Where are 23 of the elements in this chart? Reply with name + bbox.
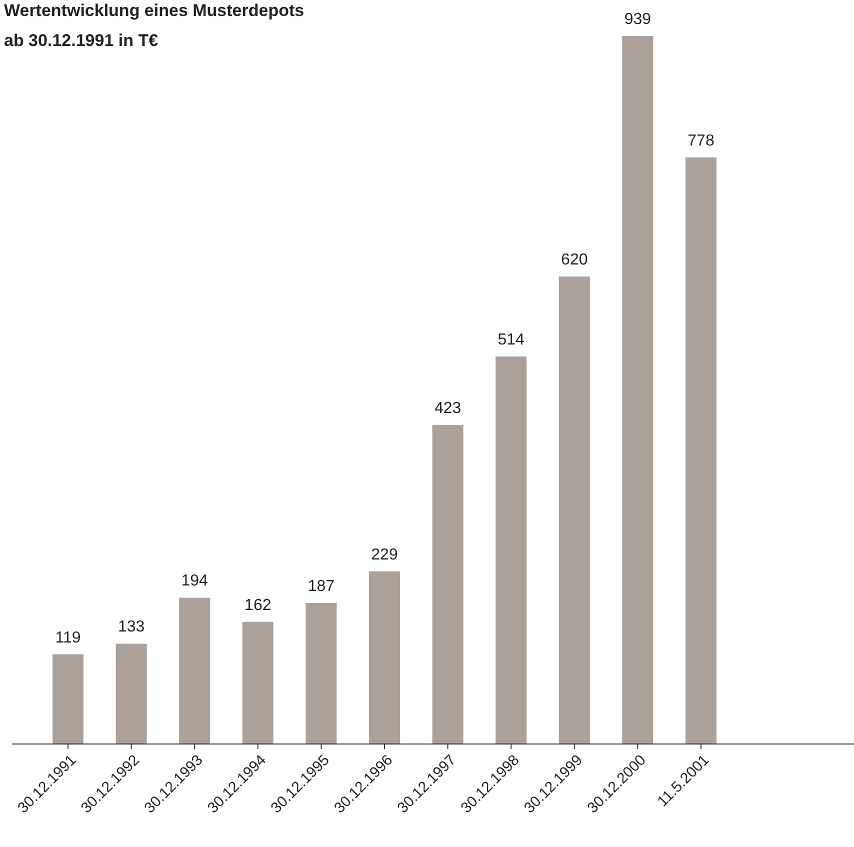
bar [179,598,210,744]
bar [622,36,654,744]
bar [306,603,337,744]
bar [369,571,400,744]
bar [496,356,527,744]
data-label: 119 [55,629,81,646]
data-label: 778 [688,132,714,150]
data-label: 162 [244,596,272,614]
bar [558,276,590,744]
data-label: 939 [624,11,652,28]
data-label: 229 [371,546,398,564]
bar [116,644,147,744]
bar [242,622,274,744]
bar [432,425,464,744]
data-label: 194 [181,572,208,590]
bar [52,654,84,744]
data-label: 187 [308,578,335,596]
data-label: 423 [434,400,462,418]
data-label: 133 [118,618,145,636]
chart-title: Wertentwicklung eines Musterdepots ab 30.12.1991 in T€ [4,1,304,50]
data-label: 620 [561,252,588,269]
bar [686,157,716,744]
data-label: 514 [498,331,525,348]
